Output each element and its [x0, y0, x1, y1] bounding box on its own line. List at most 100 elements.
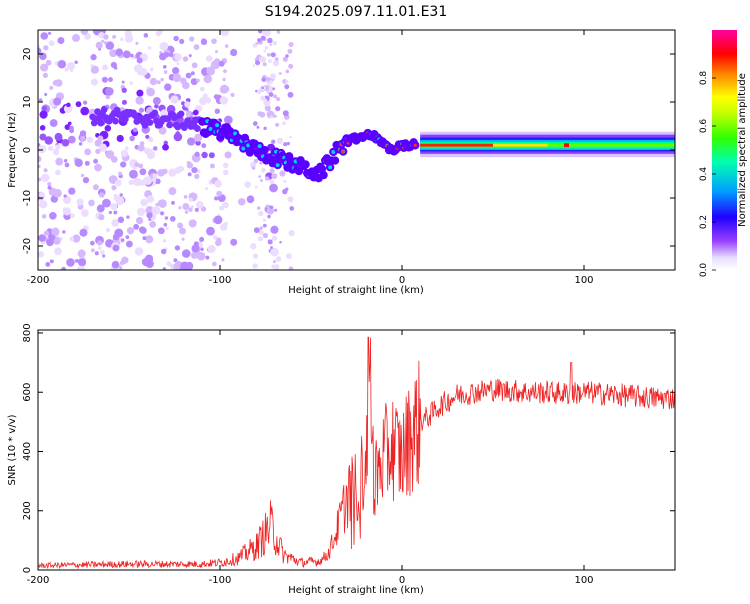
heatmap-y-tick-label: -20 [22, 238, 33, 254]
heatmap-noise-blob [138, 107, 145, 113]
heatmap-noise-blob [103, 34, 109, 40]
colorbar-ticks: 0.0 0.2 0.4 0.6 0.8 [699, 71, 716, 277]
heatmap-noise-blob [214, 108, 221, 114]
heatmap-noise-blob [261, 30, 267, 36]
heatmap-noise-blob [105, 41, 115, 50]
heatmap-ridge-blob [194, 125, 201, 132]
heatmap-carrier-peak [493, 143, 548, 147]
heatmap-noise-blob [262, 232, 269, 239]
heatmap-noise-blob [249, 161, 257, 169]
heatmap-noise-blob [185, 110, 193, 118]
heatmap-noise-blob [162, 267, 166, 270]
heatmap-ridge-blob [151, 109, 159, 117]
heatmap-noise-blob [269, 115, 273, 119]
heatmap-noise-blob [124, 146, 129, 151]
heatmap-noise-blob [252, 64, 256, 67]
heatmap-noise-blob [269, 183, 278, 193]
heatmap-noise-blob [274, 57, 279, 62]
heatmap-noise-blob [160, 77, 164, 82]
heatmap-noise-blob [162, 239, 167, 243]
heatmap-noise-blob [219, 84, 229, 94]
heatmap-noise-blob [198, 97, 207, 106]
snr-series-line [38, 336, 675, 570]
heatmap-noise-blob [157, 227, 165, 235]
heatmap-noise-blob [159, 211, 165, 216]
heatmap-noise-blob [288, 41, 294, 48]
snr-y-tick-label: 400 [22, 442, 33, 461]
heatmap-ridge-blob [166, 121, 173, 129]
heatmap-noise-blob [75, 258, 79, 263]
heatmap-noise-blob [244, 181, 251, 188]
snr-x-tick-label: -200 [27, 575, 50, 586]
heatmap-noise-blob [287, 196, 294, 203]
colorbar-tick-label: 0.4 [699, 167, 709, 182]
heatmap-noise-blob [49, 119, 58, 127]
heatmap-noise-blob [257, 30, 263, 34]
heatmap-noise-blob [164, 216, 169, 220]
heatmap-noise-blob [57, 36, 65, 45]
heatmap-noise-blob [162, 64, 167, 69]
heatmap-noise-blob [267, 37, 273, 44]
heatmap-noise-blob [250, 243, 257, 250]
heatmap-noise-blob [211, 261, 217, 267]
heatmap-noise-blob [146, 212, 153, 219]
heatmap-noise-blob [195, 200, 204, 209]
heatmap-noise-blob [188, 219, 197, 228]
heatmap-noise-blob [136, 57, 143, 64]
heatmap-noise-blob [251, 166, 256, 170]
heatmap-noise-blob [105, 87, 114, 96]
heatmap-noise-blob [266, 80, 272, 86]
heatmap-noise-blob [55, 169, 61, 176]
heatmap-noise-blob [132, 127, 138, 133]
heatmap-noise-blob [96, 240, 103, 246]
heatmap-ridge-blob [97, 119, 105, 127]
heatmap-noise-blob [159, 41, 169, 51]
heatmap-noise-blob [82, 176, 90, 184]
heatmap-noise-blob [190, 78, 198, 86]
heatmap-y-tick-label: -10 [22, 190, 33, 206]
heatmap-noise-blob [273, 94, 278, 99]
heatmap-x-tick-label: 100 [574, 275, 593, 286]
heatmap-noise-blob [120, 238, 125, 242]
heatmap-noise-blob [76, 198, 84, 206]
heatmap-noise-blob [66, 258, 75, 267]
heatmap-noise-blob [256, 206, 261, 210]
heatmap-noise-blob [146, 195, 155, 203]
heatmap-noise-blob [275, 256, 282, 262]
heatmap-noise-blob [285, 69, 290, 74]
heatmap-noise-blob [168, 52, 174, 58]
heatmap-noise-blob [188, 207, 193, 212]
heatmap-noise-blob [122, 50, 131, 59]
heatmap-noise-blob [269, 205, 274, 210]
heatmap-noise-blob [176, 62, 180, 66]
snr-x-tick-label: 100 [574, 575, 593, 586]
heatmap-noise-blob [161, 168, 168, 175]
heatmap-noise-blob [108, 210, 113, 215]
heatmap-noise-blob [220, 30, 230, 37]
heatmap-noise-blob [184, 210, 189, 214]
heatmap-x-tick-label: -100 [209, 275, 232, 286]
heatmap-noise-blob [222, 201, 229, 209]
heatmap-noise-blob [53, 188, 62, 198]
heatmap-noise-blob [214, 50, 219, 54]
heatmap-noise-blob [222, 169, 229, 176]
heatmap-noise-blob [271, 227, 275, 232]
heatmap-noise-blob [260, 178, 264, 182]
heatmap-noise-blob [149, 67, 154, 72]
heatmap-noise-blob [105, 150, 115, 159]
heatmap-noise-blob [258, 56, 262, 60]
heatmap-noise-blob [270, 52, 276, 58]
heatmap-noise-blob [253, 227, 260, 234]
heatmap-noise-blob [98, 214, 105, 221]
heatmap-noise-blob [52, 148, 60, 156]
heatmap-noise-blob [230, 48, 238, 57]
heatmap-noise-blob [254, 185, 258, 189]
heatmap-noise-blob [202, 93, 208, 99]
heatmap-noise-blob [120, 161, 127, 168]
heatmap-noise-blob [285, 253, 292, 260]
heatmap-noise-blob [66, 102, 71, 108]
heatmap-noise-blob [264, 46, 269, 50]
heatmap-noise-blob [272, 87, 276, 91]
snr-frame [37, 329, 676, 571]
heatmap-noise-blob [187, 172, 192, 177]
